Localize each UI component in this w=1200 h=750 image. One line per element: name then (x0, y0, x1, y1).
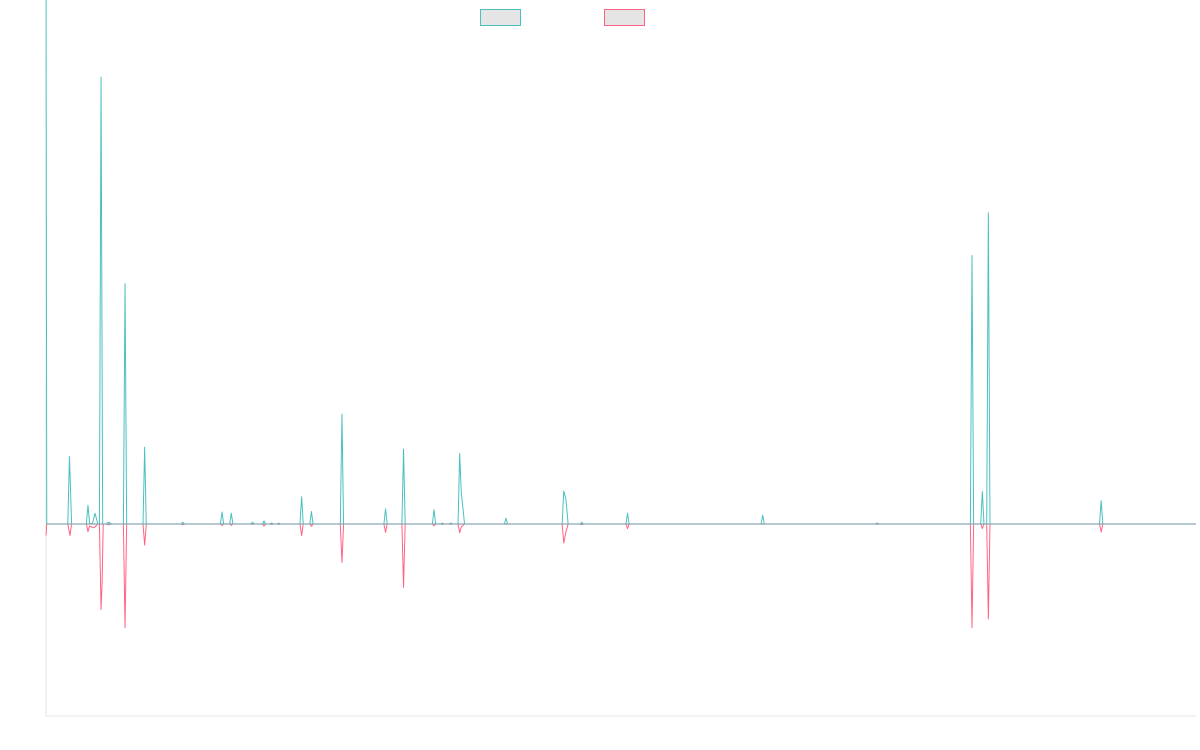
series-1-line (45, 0, 1196, 525)
legend-item-2[interactable] (604, 9, 645, 26)
legend-swatch-1[interactable] (480, 9, 521, 26)
series-1 (45, 0, 1196, 525)
axes (45, 35, 1196, 717)
series-2-line (45, 523, 1196, 629)
series-2 (45, 523, 1196, 629)
legend-swatch-2[interactable] (604, 9, 645, 26)
legend[interactable] (480, 9, 645, 26)
legend-item-1[interactable] (480, 9, 521, 26)
plot-area (45, 0, 1196, 629)
